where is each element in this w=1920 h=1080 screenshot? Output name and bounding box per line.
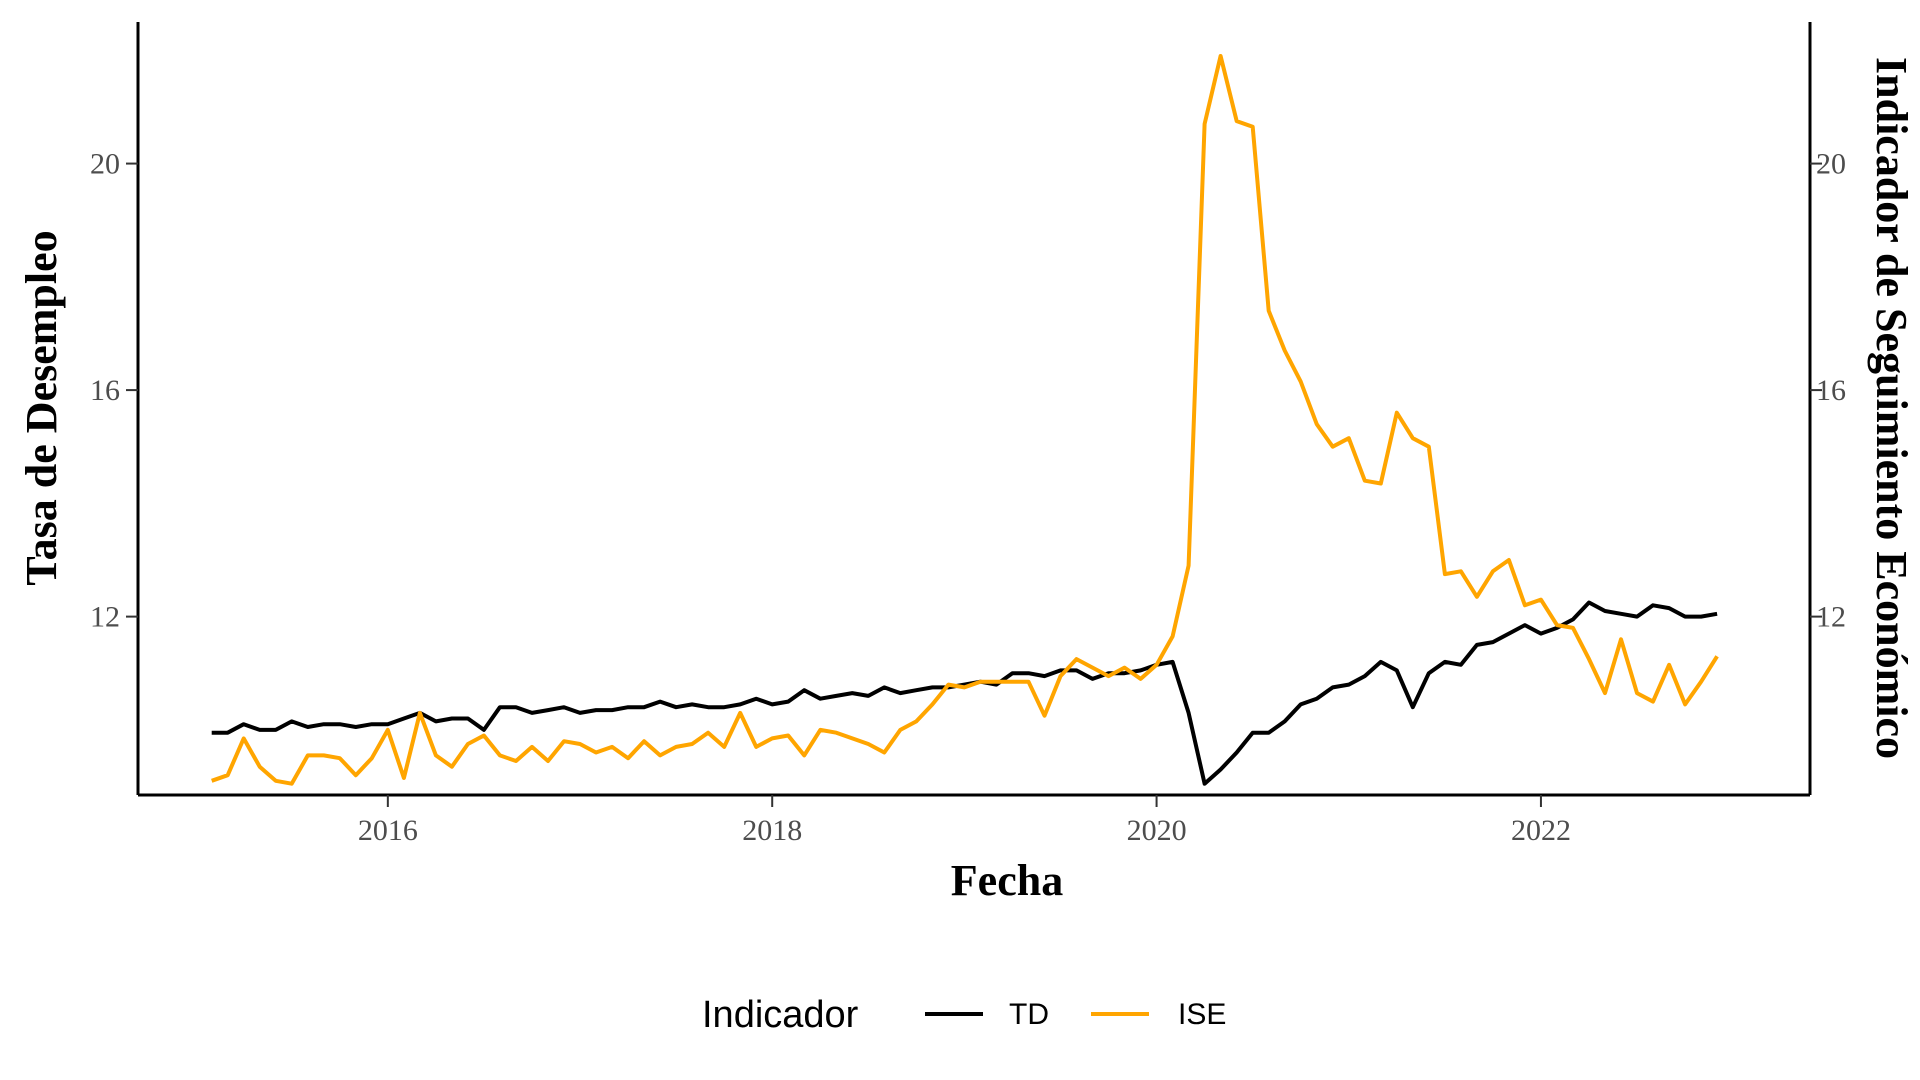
series-line-ise [211, 54, 1719, 786]
ticks-layer: 2016 2018 2020 2022 12 16 20 12 16 20 [90, 148, 1846, 847]
y-axis-left-title: Tasa de Desempleo [17, 230, 66, 585]
x-tick-label: 2018 [742, 814, 802, 847]
x-tick-label: 2020 [1127, 814, 1187, 847]
x-axis-title: Fecha [951, 856, 1063, 905]
series-line-td [211, 600, 1718, 786]
y-tick-label-right: 20 [1816, 148, 1846, 181]
legend-title: Indicador [702, 994, 859, 1036]
series-layer [211, 54, 1719, 786]
y-axis-right-title: Indicador de Seguimiento Económico [1867, 57, 1916, 759]
y-tick-label-right: 12 [1816, 601, 1846, 634]
x-tick-label: 2022 [1511, 814, 1571, 847]
y-tick-label-left: 16 [90, 374, 120, 407]
legend-label-ise: ISE [1178, 998, 1226, 1031]
x-tick-label: 2016 [358, 814, 418, 847]
y-tick-label-left: 12 [90, 601, 120, 634]
legend-label-td: TD [1009, 998, 1049, 1031]
y-tick-label-right: 16 [1816, 374, 1846, 407]
legend: Indicador TD ISE [702, 994, 1226, 1036]
y-tick-label-left: 20 [90, 148, 120, 181]
